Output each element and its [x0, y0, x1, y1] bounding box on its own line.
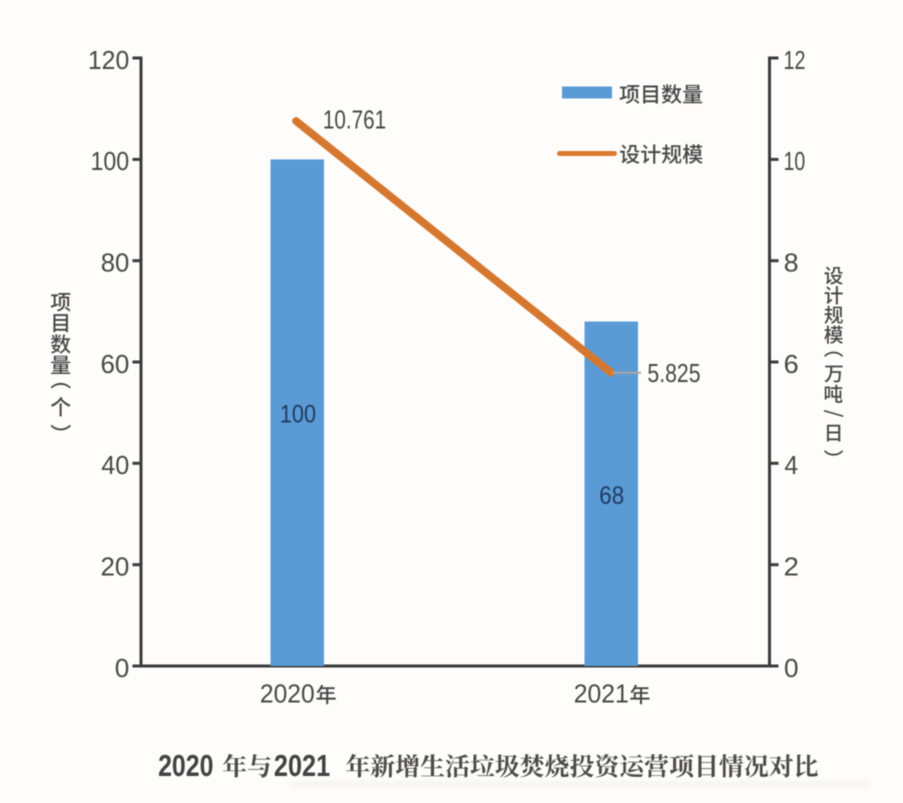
svg-text:12: 12 — [784, 45, 806, 74]
svg-text:120: 120 — [88, 46, 129, 75]
svg-text:2021: 2021 — [274, 749, 330, 783]
svg-text:2021: 2021 — [574, 680, 629, 709]
svg-text:0: 0 — [115, 653, 130, 683]
svg-text:10: 10 — [784, 147, 806, 176]
svg-text:2020: 2020 — [260, 680, 315, 709]
svg-text:2: 2 — [784, 552, 799, 581]
svg-text:6: 6 — [784, 349, 799, 378]
svg-text:10.761: 10.761 — [323, 105, 386, 134]
svg-text:8: 8 — [784, 248, 799, 278]
svg-text:2020: 2020 — [158, 749, 213, 783]
svg-text:60: 60 — [101, 351, 130, 379]
svg-text:20: 20 — [101, 554, 130, 582]
svg-text:100: 100 — [280, 400, 316, 428]
svg-text:40: 40 — [101, 452, 129, 480]
svg-text:4: 4 — [784, 452, 798, 481]
svg-text:68: 68 — [599, 483, 624, 510]
svg-text:5.825: 5.825 — [647, 360, 700, 388]
svg-text:0: 0 — [784, 653, 799, 683]
svg-text:100: 100 — [91, 148, 130, 176]
svg-text:80: 80 — [101, 249, 130, 277]
